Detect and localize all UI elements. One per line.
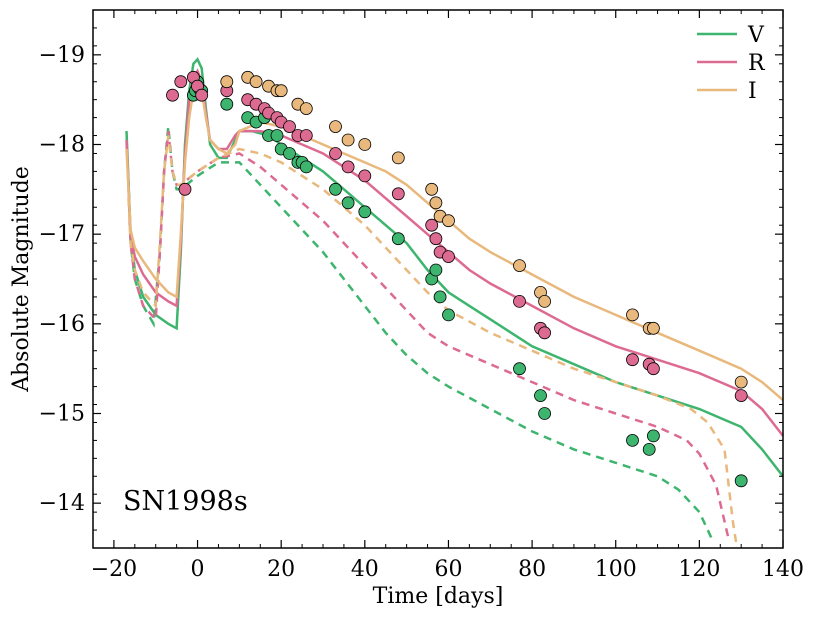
data-point-i — [429, 196, 443, 210]
data-point-r — [513, 294, 526, 308]
data-point-r — [391, 187, 405, 201]
data-point-i — [626, 308, 639, 322]
data-point-i — [299, 102, 313, 115]
x-tick-label: 60 — [434, 557, 462, 582]
data-point-i — [538, 294, 551, 308]
data-point-i — [425, 182, 439, 196]
data-point-v — [647, 429, 660, 443]
data-point-v — [391, 232, 405, 246]
y-tick-label: −15 — [39, 402, 85, 427]
points-layer — [166, 70, 748, 488]
x-axis-title: Time [days] — [373, 584, 504, 609]
data-point-r — [425, 218, 439, 232]
sn-annotation: SN1998s — [123, 486, 248, 517]
series-i-solid-line — [125, 78, 784, 402]
data-point-r — [174, 75, 188, 89]
x-tick-label: 80 — [518, 557, 546, 582]
data-point-v — [220, 97, 234, 111]
data-point-r — [647, 362, 660, 376]
series-i-dashed-line — [127, 135, 739, 549]
data-point-v — [534, 389, 547, 403]
y-axis-title: Absolute Magnitude — [9, 166, 34, 393]
data-point-r — [429, 232, 443, 246]
data-point-r — [178, 182, 192, 196]
data-point-r — [195, 88, 209, 102]
data-point-i — [220, 75, 234, 89]
y-tick-label: −14 — [39, 491, 85, 516]
data-point-v — [433, 290, 447, 304]
data-point-r — [442, 250, 455, 264]
y-tick-label: −18 — [39, 133, 85, 158]
data-point-i — [329, 120, 342, 133]
data-point-r — [299, 129, 313, 142]
data-point-i — [249, 75, 263, 89]
data-point-v — [341, 196, 355, 210]
y-tick-label: −19 — [39, 43, 85, 68]
data-point-i — [274, 84, 288, 98]
data-point-v — [358, 205, 372, 219]
data-point-r — [734, 389, 748, 403]
legend-label-r: R — [748, 51, 766, 76]
data-point-r — [538, 326, 551, 340]
x-tick-label: 100 — [595, 557, 637, 582]
data-point-r — [329, 147, 342, 160]
y-tick-labels: −14 −15 −16 −17 −18 −19 — [39, 43, 85, 516]
data-point-r — [283, 120, 296, 133]
legend: VRI — [697, 23, 766, 104]
data-point-v — [442, 308, 455, 322]
y-tick-label: −17 — [39, 222, 85, 247]
x-tick-label: −20 — [91, 557, 137, 582]
x-tick-label: 0 — [191, 557, 205, 582]
data-point-v — [299, 160, 313, 174]
data-point-r — [166, 88, 179, 102]
data-point-i — [341, 133, 355, 147]
x-tick-label: 40 — [351, 557, 379, 582]
x-tick-labels: −20 0 20 40 60 80 100 120 140 — [91, 557, 804, 582]
data-point-i — [513, 259, 526, 273]
data-point-v — [283, 147, 296, 160]
data-point-i — [647, 321, 660, 335]
data-point-v — [734, 474, 748, 488]
data-point-v — [626, 433, 639, 447]
ticks-layer — [93, 9, 784, 549]
x-tick-label: 120 — [678, 557, 720, 582]
data-point-r — [341, 160, 355, 174]
legend-label-v: V — [747, 23, 765, 48]
data-point-r — [358, 169, 372, 183]
x-tick-label: 20 — [267, 557, 295, 582]
data-point-v — [270, 129, 284, 142]
data-point-r — [626, 353, 639, 367]
data-point-v — [329, 182, 342, 196]
data-point-i — [358, 138, 372, 151]
data-point-v — [642, 442, 656, 456]
data-point-v — [538, 407, 551, 420]
y-tick-label: −16 — [39, 312, 85, 337]
data-point-v — [513, 362, 526, 376]
legend-label-i: I — [748, 79, 757, 104]
x-tick-label: 140 — [762, 557, 804, 582]
data-point-v — [429, 263, 443, 277]
data-point-i — [391, 151, 405, 165]
data-point-i — [442, 214, 455, 228]
series-r-dashed-line — [127, 130, 730, 540]
data-point-i — [734, 375, 748, 389]
